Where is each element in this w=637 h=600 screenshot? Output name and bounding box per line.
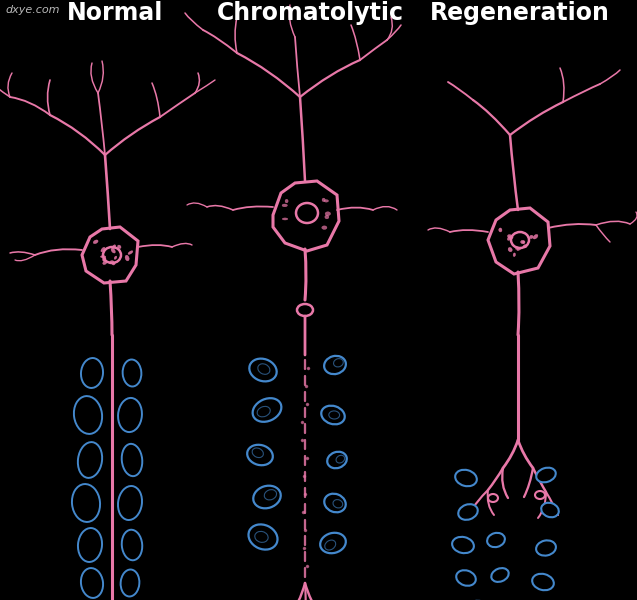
Ellipse shape (81, 568, 103, 598)
Ellipse shape (529, 235, 533, 239)
Ellipse shape (523, 245, 527, 248)
Ellipse shape (515, 247, 519, 250)
Ellipse shape (487, 533, 505, 547)
Ellipse shape (324, 356, 346, 374)
Ellipse shape (249, 359, 276, 382)
Ellipse shape (114, 256, 117, 259)
Ellipse shape (329, 411, 340, 419)
Ellipse shape (103, 257, 106, 261)
Ellipse shape (118, 486, 142, 520)
Ellipse shape (336, 455, 345, 463)
Ellipse shape (456, 570, 476, 586)
Ellipse shape (78, 528, 102, 562)
Ellipse shape (128, 251, 133, 254)
Ellipse shape (103, 257, 106, 261)
Ellipse shape (118, 245, 121, 248)
Ellipse shape (522, 241, 525, 244)
Ellipse shape (508, 235, 513, 239)
Ellipse shape (112, 245, 116, 249)
Text: Normal: Normal (67, 1, 163, 25)
Text: Regeneration: Regeneration (430, 1, 610, 25)
Ellipse shape (325, 540, 336, 550)
Ellipse shape (513, 253, 515, 257)
Ellipse shape (507, 236, 512, 241)
Ellipse shape (541, 503, 559, 517)
Ellipse shape (517, 247, 521, 251)
Ellipse shape (499, 228, 502, 232)
Ellipse shape (455, 470, 477, 486)
Ellipse shape (334, 359, 343, 367)
Ellipse shape (536, 541, 556, 556)
Ellipse shape (81, 358, 103, 388)
Ellipse shape (282, 204, 287, 207)
Ellipse shape (321, 406, 345, 424)
Ellipse shape (508, 247, 512, 252)
Ellipse shape (325, 212, 331, 215)
Ellipse shape (125, 255, 129, 261)
Ellipse shape (101, 247, 105, 252)
Ellipse shape (533, 235, 538, 239)
Ellipse shape (491, 568, 509, 582)
Ellipse shape (122, 530, 142, 560)
Ellipse shape (101, 256, 106, 258)
Ellipse shape (536, 467, 555, 482)
Ellipse shape (324, 494, 346, 512)
Ellipse shape (110, 260, 114, 264)
Ellipse shape (325, 215, 329, 219)
Ellipse shape (247, 445, 273, 465)
Ellipse shape (520, 241, 524, 244)
Ellipse shape (264, 490, 276, 500)
Ellipse shape (458, 504, 478, 520)
Ellipse shape (282, 218, 288, 220)
Text: dxye.com: dxye.com (5, 5, 59, 15)
Ellipse shape (532, 574, 554, 590)
Ellipse shape (112, 262, 115, 265)
Ellipse shape (78, 442, 102, 478)
Ellipse shape (103, 261, 107, 265)
Ellipse shape (333, 500, 343, 508)
Ellipse shape (253, 398, 282, 422)
Ellipse shape (285, 199, 288, 203)
Ellipse shape (327, 452, 347, 468)
Ellipse shape (452, 537, 474, 553)
Ellipse shape (123, 359, 141, 386)
Ellipse shape (255, 532, 268, 542)
Ellipse shape (257, 406, 270, 417)
Ellipse shape (324, 200, 329, 202)
Ellipse shape (248, 524, 278, 550)
Ellipse shape (118, 398, 142, 432)
Ellipse shape (74, 396, 102, 434)
Ellipse shape (120, 569, 140, 596)
Ellipse shape (258, 364, 270, 374)
Ellipse shape (254, 485, 281, 508)
Ellipse shape (252, 448, 263, 458)
Text: Chromatolytic: Chromatolytic (217, 1, 403, 25)
Ellipse shape (322, 198, 326, 202)
Ellipse shape (93, 240, 98, 244)
Ellipse shape (320, 533, 346, 553)
Ellipse shape (72, 484, 100, 522)
Ellipse shape (122, 444, 142, 476)
Ellipse shape (111, 248, 115, 253)
Ellipse shape (322, 226, 327, 229)
